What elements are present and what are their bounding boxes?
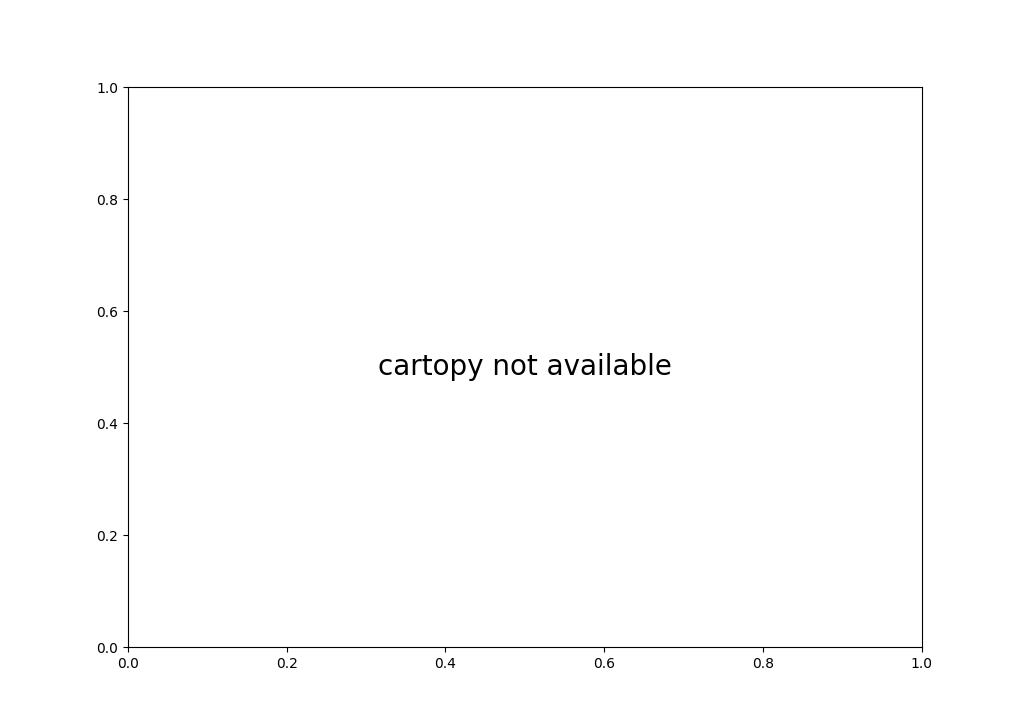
Text: cartopy not available: cartopy not available [378,353,672,381]
